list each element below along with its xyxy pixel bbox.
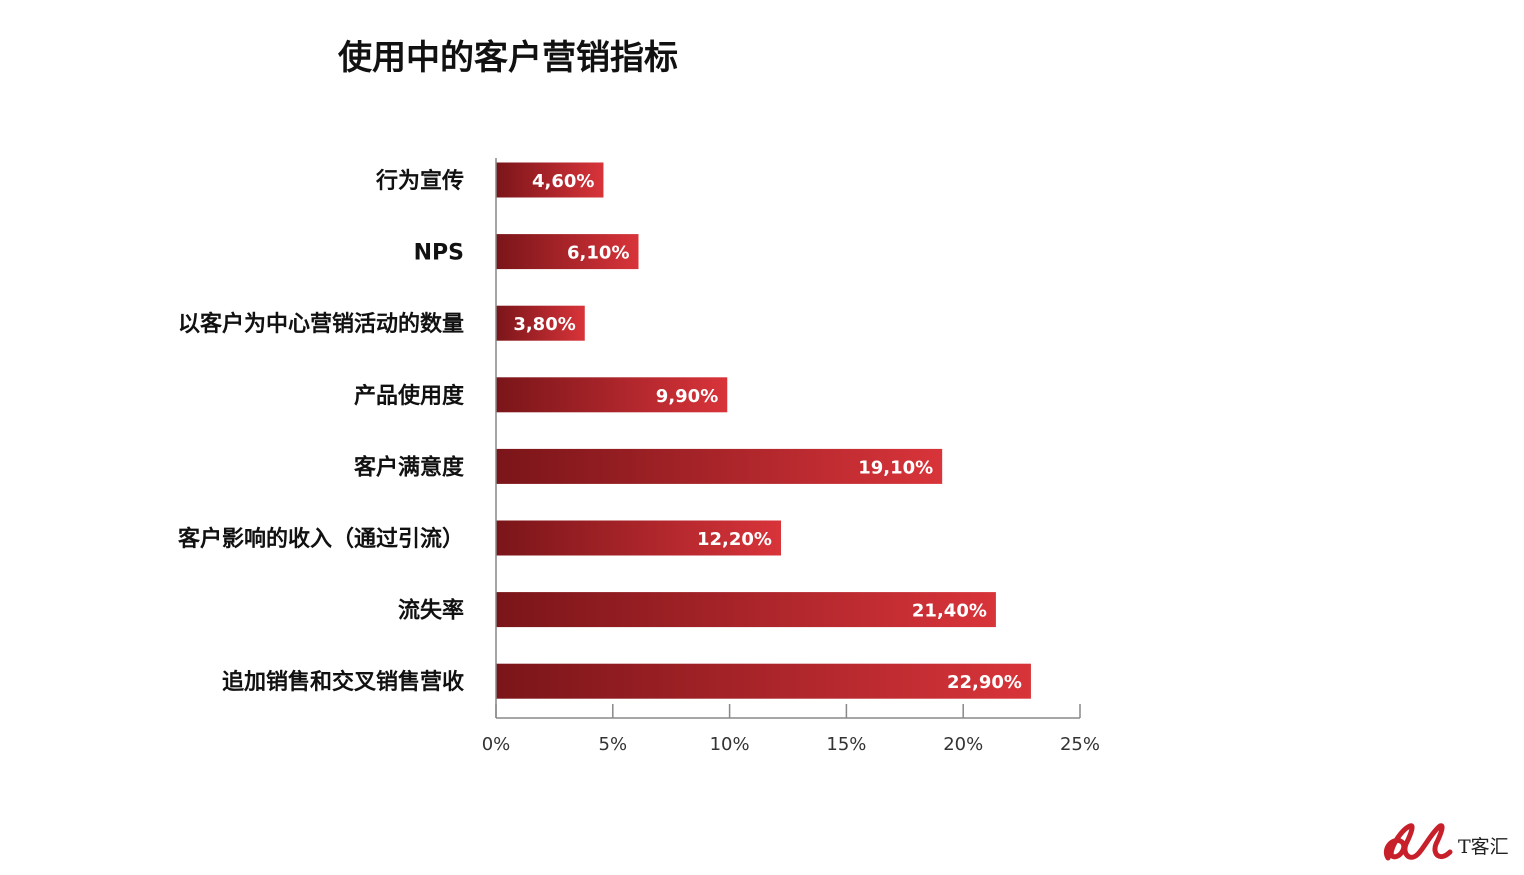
bar-value-label: 12,20% (697, 529, 772, 550)
watermark-text: T客汇 (1458, 836, 1509, 858)
category-label: 以客户为中心营销活动的数量 (178, 311, 464, 337)
bar (496, 448, 943, 484)
category-label: NPS (414, 241, 464, 266)
bar (496, 234, 639, 270)
bar (496, 520, 781, 556)
bar (496, 663, 1031, 699)
bar (496, 162, 604, 198)
bar (496, 377, 728, 413)
category-labels: 行为宣传 NPS 以客户为中心营销活动的数量产品使用度客户满意度客户影响的收入（通过… (178, 168, 465, 695)
x-tick-label: 15% (826, 734, 866, 755)
chart-title: 使用中的客户营销指标 (338, 38, 678, 78)
bar-value-label: 9,90% (656, 386, 718, 407)
bars (496, 162, 1031, 699)
bar (496, 305, 585, 341)
x-tick-label: 10% (710, 734, 750, 755)
category-label: 客户影响的收入（通过引流） (178, 526, 464, 552)
x-tick-label: 0% (482, 734, 511, 755)
bar-value-label: 3,80% (513, 314, 575, 335)
bar-value-label: 6,10% (567, 243, 629, 264)
bar-value-label: 19,10% (858, 457, 933, 478)
x-tick-labels: 0% 5% 10% 15% 20% 25% (482, 734, 1100, 755)
category-label: 产品使用度 (354, 383, 465, 409)
category-label: 客户满意度 (354, 454, 465, 480)
watermark-logo-icon (1384, 823, 1453, 861)
x-tick-label: 25% (1060, 734, 1100, 755)
x-tick-label: 20% (943, 734, 983, 755)
bar-value-label: 4,60% (532, 171, 594, 192)
bar-value-label: 22,90% (947, 672, 1022, 693)
bar (496, 592, 996, 628)
category-label: 流失率 (398, 598, 464, 624)
category-label: 行为宣传 (375, 168, 464, 194)
bar-value-labels: 4,60% 6,10% 3,80% 9,90% 19,10% 12,20% 21,40% 22… (513, 171, 1022, 693)
x-tick-label: 5% (599, 734, 628, 755)
bar-value-label: 21,40% (912, 601, 987, 622)
category-label: 追加销售和交叉销售营收 (222, 669, 464, 695)
x-axis (495, 158, 1081, 719)
